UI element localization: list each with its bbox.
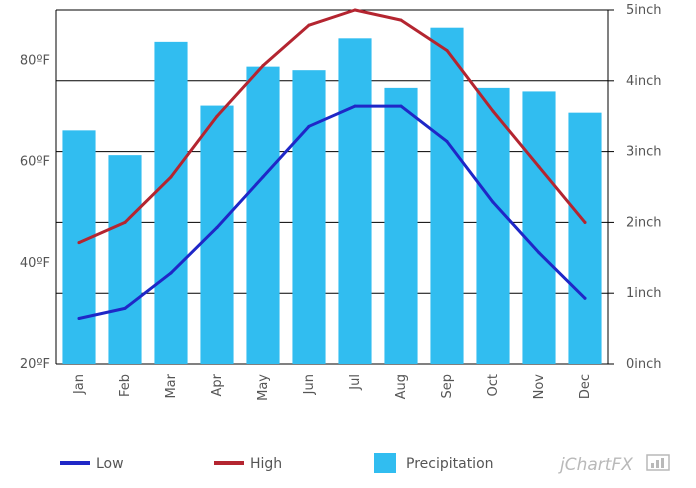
bar-precipitation-jun <box>292 70 326 365</box>
branding: jChartFX <box>558 454 670 475</box>
point-high-aug <box>399 18 403 22</box>
category-label-jan: Jan <box>72 374 87 395</box>
category-label-apr: Apr <box>210 373 225 396</box>
temperature-lines <box>77 8 587 320</box>
line-high <box>77 8 587 245</box>
point-low-sep <box>445 139 449 143</box>
point-low-jul <box>353 104 357 108</box>
category-label-mar: Mar <box>164 373 179 398</box>
point-low-apr <box>215 225 219 229</box>
point-low-nov <box>537 251 541 255</box>
point-low-jan <box>77 316 81 320</box>
point-low-may <box>261 175 265 179</box>
right-tick-label: 3inch <box>626 145 662 160</box>
category-label-sep: Sep <box>440 374 455 399</box>
branding-icon <box>646 454 670 471</box>
category-label-feb: Feb <box>118 374 133 397</box>
legend-swatch-high <box>214 461 244 465</box>
branding-icon-bar-3 <box>661 458 664 468</box>
left-tick-label: 60ºF <box>20 155 50 170</box>
right-tick-label: 0inch <box>626 357 662 372</box>
point-low-oct <box>491 200 495 204</box>
category-label-aug: Aug <box>394 374 409 399</box>
point-high-jan <box>77 241 81 245</box>
bar-precipitation-jul <box>338 38 372 364</box>
right-tick-label: 1inch <box>626 286 662 301</box>
legend-label-precipitation: Precipitation <box>406 456 494 472</box>
legend-label-high: High <box>250 456 282 472</box>
right-tick-label: 5inch <box>626 3 662 18</box>
right-tick-label: 4inch <box>626 74 662 89</box>
bar-precipitation-sep <box>430 27 464 364</box>
bar-precipitation-apr <box>200 105 234 364</box>
bar-precipitation-oct <box>476 87 510 364</box>
point-high-jul <box>353 8 357 12</box>
point-low-dec <box>583 296 587 300</box>
point-high-may <box>261 64 265 68</box>
branding-icon-bar-1 <box>651 463 654 468</box>
point-high-feb <box>123 220 127 224</box>
bar-precipitation-may <box>246 66 280 364</box>
branding-logo-text: jChartFX <box>558 455 633 475</box>
line-low <box>77 104 587 320</box>
bar-precipitation-aug <box>384 87 418 364</box>
bar-precipitation-mar <box>154 41 188 365</box>
category-label-jul: Jul <box>348 374 363 391</box>
point-low-mar <box>169 271 173 275</box>
point-low-aug <box>399 104 403 108</box>
bar-precipitation-dec <box>568 112 602 364</box>
point-high-mar <box>169 175 173 179</box>
point-high-nov <box>537 165 541 169</box>
bar-precipitation-feb <box>108 155 142 364</box>
legend-label-low: Low <box>96 456 124 472</box>
category-label-dec: Dec <box>578 374 593 399</box>
point-low-jun <box>307 124 311 128</box>
gridlines <box>56 9 608 365</box>
point-high-jun <box>307 23 311 27</box>
legend: Low High Precipitation <box>60 453 494 473</box>
axes: 20ºF 40ºF 60ºF 80ºF 0inch 1inch 2inch 3inch 4inc… <box>20 3 662 401</box>
category-label-oct: Oct <box>486 374 501 396</box>
category-label-nov: Nov <box>532 374 547 400</box>
right-tick-label: 2inch <box>626 215 662 230</box>
point-high-apr <box>215 114 219 118</box>
legend-swatch-precipitation <box>374 453 396 473</box>
left-tick-label: 40ºF <box>20 256 50 271</box>
precipitation-bars <box>62 27 602 365</box>
branding-icon-bar-2 <box>656 460 659 468</box>
left-tick-label: 20ºF <box>20 357 50 372</box>
point-low-feb <box>123 306 127 310</box>
legend-swatch-low <box>60 461 90 465</box>
left-tick-label: 80ºF <box>20 54 50 69</box>
category-label-jun: Jun <box>302 374 317 395</box>
bar-precipitation-jan <box>62 130 96 364</box>
bar-precipitation-nov <box>522 91 556 365</box>
point-high-sep <box>445 48 449 52</box>
point-high-oct <box>491 109 495 113</box>
category-label-may: May <box>256 374 271 401</box>
point-high-dec <box>583 220 587 224</box>
